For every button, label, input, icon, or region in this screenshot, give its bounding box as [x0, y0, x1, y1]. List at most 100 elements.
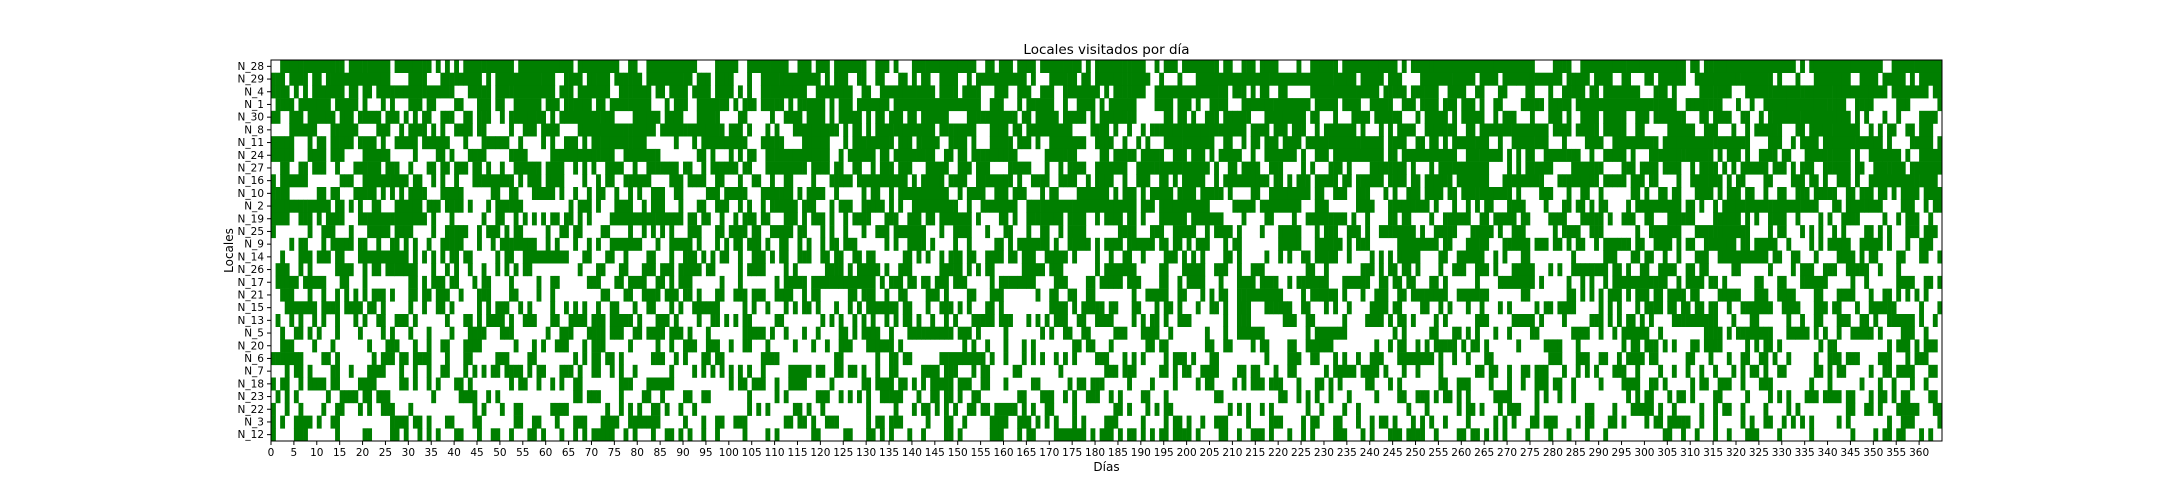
heatmap-cell: [1598, 187, 1604, 200]
heatmap-cell: [1255, 364, 1261, 378]
heatmap-cell: [394, 85, 405, 99]
heatmap-cell: [1154, 314, 1160, 327]
heatmap-cell: [1616, 352, 1622, 366]
heatmap-cell: [586, 275, 592, 289]
heatmap-cell: [1832, 85, 1838, 99]
heatmap-cell: [449, 237, 455, 251]
heatmap-cell: [367, 402, 373, 416]
heatmap-cell: [1790, 288, 1796, 302]
heatmap-cell: [728, 225, 739, 239]
heatmap-cell: [1397, 110, 1403, 124]
heatmap-cell: [1676, 225, 1682, 239]
heatmap-cell: [477, 161, 482, 175]
heatmap-cell: [623, 314, 629, 327]
heatmap-cell: [1484, 199, 1494, 213]
heatmap-cell: [1273, 98, 1293, 112]
heatmap-cell: [1044, 148, 1050, 162]
heatmap-cell: [1081, 225, 1087, 239]
heatmap-cell: [1488, 187, 1494, 200]
heatmap-cell: [1159, 148, 1165, 162]
heatmap-cell: [1406, 275, 1412, 289]
heatmap-cell: [1731, 237, 1737, 251]
heatmap-cell: [628, 339, 633, 353]
heatmap-cell: [1822, 390, 1828, 404]
heatmap-cell: [1639, 402, 1645, 416]
heatmap-cell: [518, 60, 556, 73]
heatmap-cell: [1108, 136, 1114, 150]
heatmap-cell: [335, 314, 340, 327]
heatmap-cell: [989, 428, 995, 442]
heatmap-cell: [1855, 301, 1860, 315]
heatmap-cell: [1754, 314, 1760, 327]
heatmap-cell: [1259, 225, 1265, 239]
heatmap-cell: [925, 250, 931, 264]
heatmap-cell: [1044, 85, 1055, 99]
heatmap-cell: [1465, 187, 1476, 200]
heatmap-cell: [1433, 275, 1439, 289]
heatmap-cell: [472, 415, 482, 429]
heatmap-cell: [1658, 263, 1664, 277]
heatmap-cell: [284, 161, 290, 175]
heatmap-cell: [1735, 326, 1741, 340]
heatmap-cell: [623, 288, 629, 302]
heatmap-cell: [1690, 377, 1696, 391]
heatmap-cell: [852, 250, 858, 264]
heatmap-cell: [1694, 428, 1700, 442]
heatmap-cell: [609, 314, 615, 327]
heatmap-cell: [321, 402, 327, 416]
heatmap-cell: [1269, 377, 1274, 391]
heatmap-cell: [1314, 390, 1320, 404]
heatmap-cell: [1580, 174, 1586, 188]
heatmap-cell: [325, 352, 331, 366]
x-tick-label: 180: [1085, 447, 1105, 459]
heatmap-cell: [582, 352, 588, 366]
heatmap-cell: [710, 314, 716, 327]
heatmap-cell: [1836, 288, 1842, 302]
heatmap-cell: [1612, 288, 1622, 302]
heatmap-cell: [1726, 60, 1783, 73]
heatmap-cell: [467, 250, 473, 264]
heatmap-cell: [1058, 301, 1068, 315]
heatmap-cell: [1502, 275, 1526, 289]
heatmap-cell: [600, 110, 606, 124]
heatmap-cell: [577, 377, 583, 391]
heatmap-cell: [1182, 174, 1192, 188]
heatmap-cell: [1374, 110, 1380, 124]
heatmap-cell: [1584, 110, 1599, 124]
heatmap-cell: [902, 314, 913, 327]
heatmap-cell: [1937, 415, 1943, 429]
heatmap-cell: [477, 85, 482, 99]
heatmap-cell: [1584, 428, 1590, 442]
heatmap-cell: [1575, 263, 1581, 277]
heatmap-cell: [1658, 85, 1668, 99]
heatmap-cell: [1548, 110, 1554, 124]
heatmap-cell: [1236, 428, 1242, 442]
heatmap-cell: [1021, 339, 1027, 353]
heatmap-cell: [696, 288, 702, 302]
heatmap-cell: [495, 263, 501, 277]
heatmap-cell: [641, 415, 647, 429]
heatmap-cell: [1777, 212, 1783, 226]
heatmap-cell: [779, 288, 785, 302]
heatmap-cell: [1264, 352, 1270, 366]
heatmap-cell: [1575, 237, 1586, 251]
heatmap-cell: [440, 72, 446, 86]
heatmap-cell: [1360, 123, 1366, 137]
heatmap-cell: [1072, 339, 1078, 353]
heatmap-cell: [660, 123, 666, 137]
heatmap-cell: [953, 199, 959, 213]
heatmap-cell: [1095, 263, 1100, 277]
heatmap-cell: [1278, 161, 1284, 175]
heatmap-cell: [641, 390, 647, 404]
heatmap-cell: [925, 402, 931, 416]
heatmap-cell: [1191, 161, 1197, 175]
heatmap-cell: [440, 187, 459, 200]
heatmap-cell: [316, 98, 331, 112]
heatmap-cell: [513, 263, 519, 277]
heatmap-cell: [1397, 250, 1403, 264]
heatmap-cell: [1273, 301, 1279, 315]
heatmap-cell: [1415, 85, 1425, 99]
heatmap-cell: [1713, 98, 1718, 112]
heatmap-cell: [866, 250, 876, 264]
heatmap-cell: [568, 314, 583, 327]
